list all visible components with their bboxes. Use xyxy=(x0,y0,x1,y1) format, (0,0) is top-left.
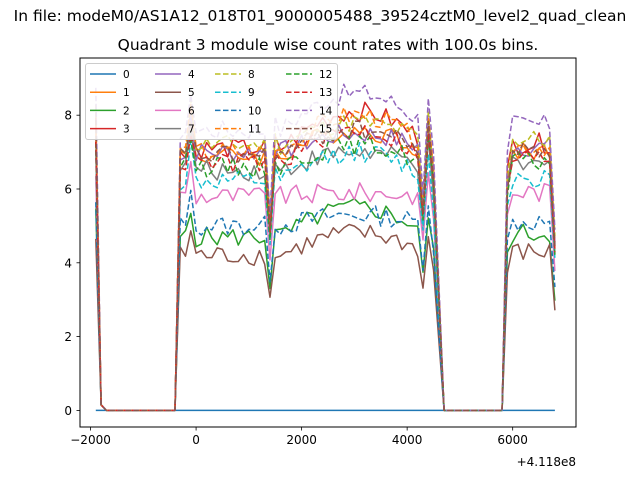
y-axis: 0 2 4 6 8 xyxy=(64,109,80,418)
x-tick-label: 2000 xyxy=(286,433,317,447)
legend-label-6: 6 xyxy=(188,105,195,117)
x-tick-label: 4000 xyxy=(392,433,423,447)
legend-label-14: 14 xyxy=(319,105,333,117)
legend-label-5: 5 xyxy=(188,87,195,99)
legend-label-4: 4 xyxy=(188,69,195,81)
x-tick-label: 0 xyxy=(192,433,200,447)
legend-label-1: 1 xyxy=(123,87,130,99)
x-offset-label: +4.118e8 xyxy=(517,455,576,469)
legend-frame xyxy=(85,63,338,140)
y-tick-label: 2 xyxy=(64,330,72,344)
legend-label-13: 13 xyxy=(319,87,332,99)
legend-label-9: 9 xyxy=(248,87,255,99)
legend-label-7: 7 xyxy=(188,124,195,136)
legend-label-10: 10 xyxy=(248,105,261,117)
legend-label-0: 0 xyxy=(123,69,130,81)
figure-suptitle: In file: modeM0/AS1A12_018T01_9000005488… xyxy=(14,7,627,26)
legend-label-2: 2 xyxy=(123,105,130,117)
y-tick-label: 0 xyxy=(64,404,72,418)
legend-label-12: 12 xyxy=(319,69,332,81)
chart-title: Quadrant 3 module wise count rates with … xyxy=(118,36,539,54)
y-tick-label: 8 xyxy=(64,109,72,123)
legend-label-11: 11 xyxy=(248,124,261,136)
x-tick-label: −2000 xyxy=(70,433,111,447)
legend-label-3: 3 xyxy=(123,124,130,136)
x-tick-label: 6000 xyxy=(497,433,528,447)
y-tick-label: 6 xyxy=(64,182,72,196)
legend-label-8: 8 xyxy=(248,69,255,81)
legend-label-15: 15 xyxy=(319,124,332,136)
plot-frame xyxy=(79,57,577,428)
x-axis: −2000 0 2000 4000 6000 xyxy=(70,427,528,447)
y-tick-label: 4 xyxy=(64,256,72,270)
